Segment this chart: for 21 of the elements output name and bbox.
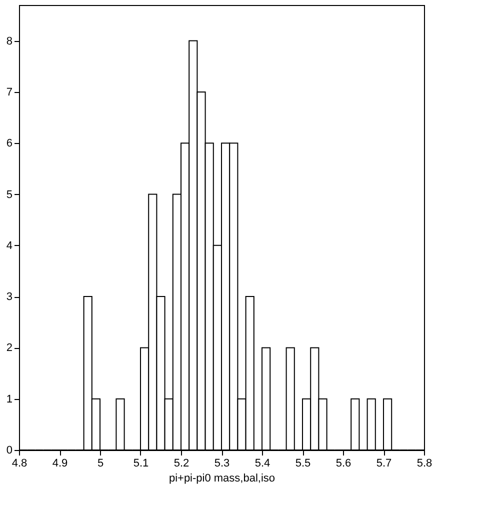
y-tick-label: 3 — [6, 291, 12, 304]
x-axis-title: pi+pi-pi0 mass,bal,iso — [168, 472, 276, 484]
x-tick-label: 4.8 — [12, 458, 28, 470]
y-tick-label: 1 — [6, 393, 12, 406]
y-tick-label: 5 — [6, 188, 12, 201]
y-tick-label: 8 — [6, 35, 12, 48]
x-tick-label: 5.8 — [416, 458, 432, 470]
y-tick-label: 7 — [6, 86, 12, 98]
x-tick-label: 5.3 — [214, 458, 230, 470]
x-tick-label: 5.2 — [174, 458, 190, 470]
x-tick-label: 5.6 — [336, 458, 352, 470]
x-tick-label: 5.4 — [254, 458, 270, 470]
y-tick-label: 2 — [6, 342, 12, 354]
y-tick-label: 0 — [6, 444, 12, 456]
x-tick-label: 5.7 — [376, 458, 392, 470]
x-tick-label: 4.9 — [52, 458, 68, 470]
x-tick-label: 5 — [97, 458, 104, 470]
y-tick-label: 6 — [6, 138, 12, 150]
x-tick-label: 5.1 — [133, 458, 149, 470]
x-tick-label: 5.5 — [295, 458, 311, 470]
y-tick-label: 4 — [6, 240, 12, 252]
